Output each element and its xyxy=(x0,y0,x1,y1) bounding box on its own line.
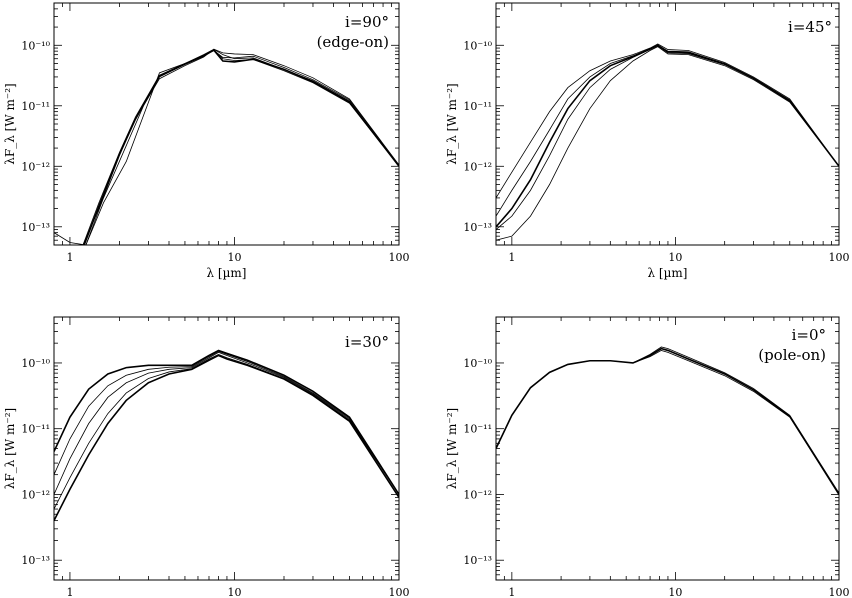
y-tick-label: 10⁻¹² xyxy=(463,488,492,501)
y-tick-label: 10⁻¹³ xyxy=(21,554,50,567)
y-tick-label: 10⁻¹¹ xyxy=(463,423,492,436)
series-group xyxy=(496,346,839,495)
panel-top-right: 1 10 100 10⁻¹³ 10⁻¹² 10⁻¹¹ 10⁻¹⁰ λ [µm] λF_λ [W … xyxy=(445,2,850,280)
y-axis-label: λF_λ [W m⁻²] xyxy=(445,408,459,489)
x-tick-label: 100 xyxy=(389,586,410,598)
y-tick-label: 10⁻¹² xyxy=(21,160,50,173)
series-group xyxy=(54,349,399,521)
x-tick-label: 1 xyxy=(508,586,515,598)
inclination-label: i=45° xyxy=(788,18,832,36)
series-line-1 xyxy=(54,349,399,495)
x-tick-label: 100 xyxy=(829,251,850,264)
y-tick-label: 10⁻¹² xyxy=(463,160,492,173)
y-tick-label: 10⁻¹⁰ xyxy=(463,357,492,370)
series-line-3 xyxy=(496,346,839,494)
y-tick-label: 10⁻¹¹ xyxy=(463,100,492,113)
plot-frame xyxy=(495,2,840,246)
series-group xyxy=(54,48,399,245)
y-tick-label: 10⁻¹⁰ xyxy=(463,39,492,52)
series-line-5 xyxy=(83,49,399,245)
series-group xyxy=(496,43,839,241)
series-line-5 xyxy=(54,354,399,521)
y-tick-label: 10⁻¹² xyxy=(21,488,50,501)
inclination-label: i=90° xyxy=(345,13,389,31)
y-tick-label: 10⁻¹⁰ xyxy=(21,357,50,370)
y-tick-label: 10⁻¹¹ xyxy=(21,100,50,113)
x-tick-label: 1 xyxy=(66,586,73,598)
series-line-5 xyxy=(496,44,839,228)
series-line-3 xyxy=(54,351,399,495)
series-line-1 xyxy=(496,347,839,495)
y-tick-label: 10⁻¹³ xyxy=(21,221,50,234)
x-tick-label: 1 xyxy=(508,251,515,264)
y-tick-label: 10⁻¹³ xyxy=(463,221,492,234)
y-axis-label: λF_λ [W m⁻²] xyxy=(445,83,459,164)
y-axis-label: λF_λ [W m⁻²] xyxy=(3,83,17,164)
series-line-4 xyxy=(496,46,839,241)
inclination-label: (pole-on) xyxy=(758,346,826,364)
x-tick-label: 1 xyxy=(66,251,73,264)
y-axis-label: λF_λ [W m⁻²] xyxy=(3,408,17,489)
y-tick-label: 10⁻¹³ xyxy=(463,554,492,567)
y-tick-label: 10⁻¹¹ xyxy=(21,423,50,436)
x-tick-label: 10 xyxy=(227,586,241,598)
x-tick-label: 100 xyxy=(829,586,850,598)
series-line-2 xyxy=(54,350,399,495)
series-line-4 xyxy=(85,48,399,245)
series-line-2 xyxy=(496,44,839,217)
x-tick-label: 100 xyxy=(389,251,410,264)
inclination-label: i=30° xyxy=(345,333,389,351)
series-line-3 xyxy=(82,50,399,245)
inclination-label: i=0° xyxy=(792,326,826,344)
series-line-4 xyxy=(54,353,399,510)
x-axis-label: λ [µm] xyxy=(207,266,247,280)
plot-frame xyxy=(53,316,400,581)
series-line-3 xyxy=(496,45,839,230)
x-tick-label: 10 xyxy=(668,586,682,598)
inclination-label: (edge-on) xyxy=(317,33,389,51)
panel-top-left: 1 10 100 10⁻¹³ 10⁻¹² 10⁻¹¹ 10⁻¹⁰ λ [µm] λF_λ [W … xyxy=(3,2,410,280)
series-line-2 xyxy=(82,49,399,245)
x-axis-label: λ [µm] xyxy=(648,266,688,280)
x-tick-label: 10 xyxy=(668,251,682,264)
series-line-1 xyxy=(54,48,399,245)
series-line-2 xyxy=(496,350,839,495)
x-tick-label: 10 xyxy=(227,251,241,264)
y-tick-label: 10⁻¹⁰ xyxy=(21,39,50,52)
series-line-1 xyxy=(496,43,839,199)
